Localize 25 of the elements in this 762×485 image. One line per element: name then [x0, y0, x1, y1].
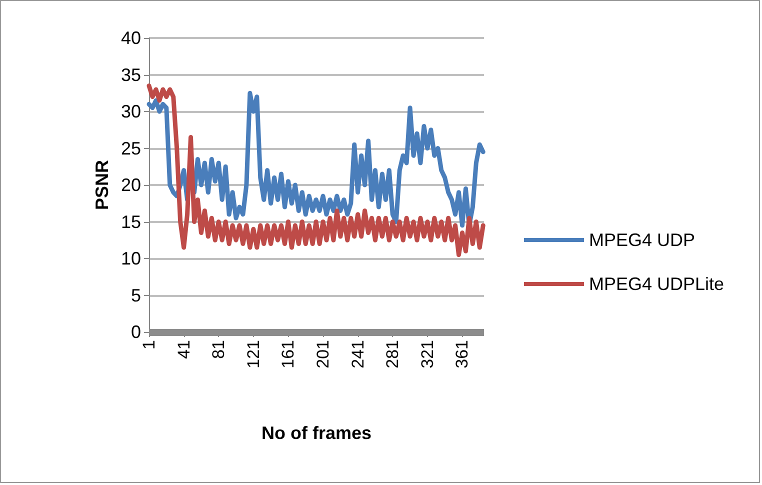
y-tick-label: 20: [120, 175, 141, 195]
line-series: [146, 84, 486, 258]
x-tick-label: 281: [383, 340, 402, 368]
y-tick-label: 30: [120, 102, 141, 122]
y-tick-label: 25: [120, 138, 141, 158]
x-tick-label: 81: [209, 340, 228, 359]
y-tick-label: 5: [130, 285, 141, 306]
x-tick-label: 161: [278, 340, 298, 368]
legend-label: MPEG4 UDPLite: [589, 274, 724, 294]
x-tick-label: 121: [244, 340, 263, 368]
y-tick-label: 35: [120, 64, 141, 85]
y-tick-label: 40: [120, 28, 141, 48]
line-series: [146, 90, 486, 228]
x-tick-label: 41: [174, 340, 194, 359]
x-tick-label: 1: [140, 340, 158, 350]
y-tick-label: 15: [120, 212, 141, 232]
y-tick-label: 10: [120, 248, 141, 268]
x-tick-label: 361: [452, 340, 472, 368]
y-axis-title: PSNR: [92, 160, 112, 210]
x-tick-label: 321: [418, 340, 437, 368]
y-tick-label: 0: [130, 322, 141, 342]
x-tick-label: 201: [314, 340, 333, 368]
x-tick-label: 241: [348, 340, 368, 368]
x-axis-title: No of frames: [261, 423, 372, 443]
legend-label: MPEG4 UDP: [589, 230, 696, 250]
